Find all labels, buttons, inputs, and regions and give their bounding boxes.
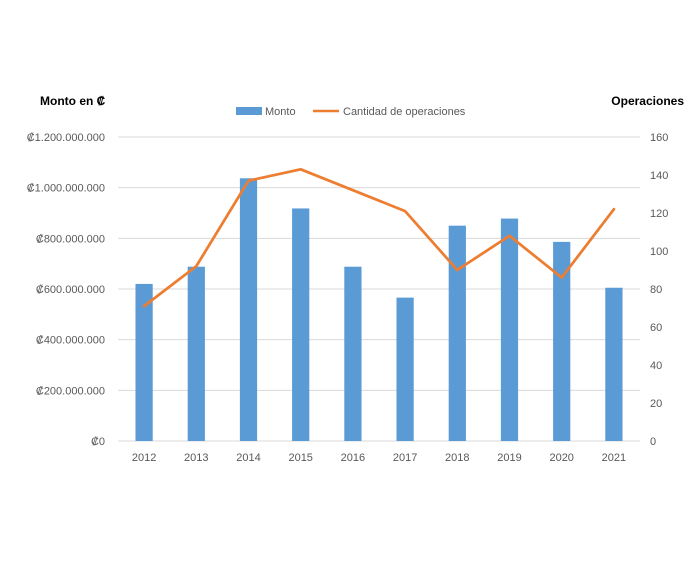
bar-series-monto [135, 178, 623, 441]
bar-monto [135, 283, 153, 441]
x-tick-label: 2019 [497, 452, 521, 464]
right-tick-label: 120 [650, 208, 668, 220]
left-tick-label: ₡800.000.000 [36, 233, 105, 245]
bar-monto [344, 266, 362, 441]
left-axis-tick-labels: ₡0 ₡200.000.000 ₡400.000.000 ₡600.000.000 ₡8… [27, 132, 105, 448]
right-tick-label: 40 [650, 360, 662, 372]
left-tick-label: ₡600.000.000 [36, 284, 105, 296]
left-tick-label: ₡1.000.000.000 [27, 183, 105, 195]
x-tick-label: 2017 [393, 452, 417, 464]
right-tick-label: 160 [650, 132, 668, 144]
line-operaciones [142, 167, 616, 308]
x-tick-label: 2021 [602, 452, 626, 464]
legend-label-monto: Monto [265, 106, 296, 118]
gridlines [118, 136, 640, 442]
right-axis-title: Operaciones [611, 94, 684, 108]
left-tick-label: ₡200.000.000 [36, 385, 105, 397]
right-tick-label: 20 [650, 398, 662, 410]
x-axis-tick-labels: 2012 2013 2014 2015 2016 2017 2018 2019 2020 2021 [132, 452, 626, 464]
bar-monto [187, 266, 205, 441]
legend-label-operaciones: Cantidad de operaciones [343, 106, 466, 118]
x-tick-label: 2018 [445, 452, 469, 464]
bar-monto [239, 178, 258, 441]
left-tick-label: ₡400.000.000 [36, 335, 105, 347]
x-tick-label: 2012 [132, 452, 156, 464]
legend: Monto Cantidad de operaciones [236, 106, 466, 118]
bar-monto [553, 241, 571, 441]
right-tick-label: 60 [650, 322, 662, 334]
x-tick-label: 2014 [236, 452, 260, 464]
bar-monto [396, 297, 414, 441]
x-tick-label: 2015 [288, 452, 312, 464]
x-tick-label: 2013 [184, 452, 208, 464]
right-tick-label: 80 [650, 284, 662, 296]
bar-monto [292, 208, 310, 441]
right-tick-label: 0 [650, 436, 656, 448]
bar-monto [448, 225, 466, 441]
left-axis-title: Monto en ₡ [40, 94, 106, 108]
right-tick-label: 100 [650, 246, 668, 258]
right-tick-label: 140 [650, 170, 668, 182]
x-tick-label: 2016 [341, 452, 365, 464]
line-series-operaciones [142, 167, 616, 308]
left-tick-label: ₡0 [91, 436, 105, 448]
left-tick-label: ₡1.200.000.000 [27, 132, 105, 144]
bar-monto [500, 218, 519, 441]
bar-monto [605, 287, 623, 441]
right-axis-tick-labels: 0 20 40 60 80 100 120 140 160 [650, 132, 668, 448]
legend-swatch-monto [236, 107, 262, 115]
x-tick-label: 2020 [549, 452, 573, 464]
